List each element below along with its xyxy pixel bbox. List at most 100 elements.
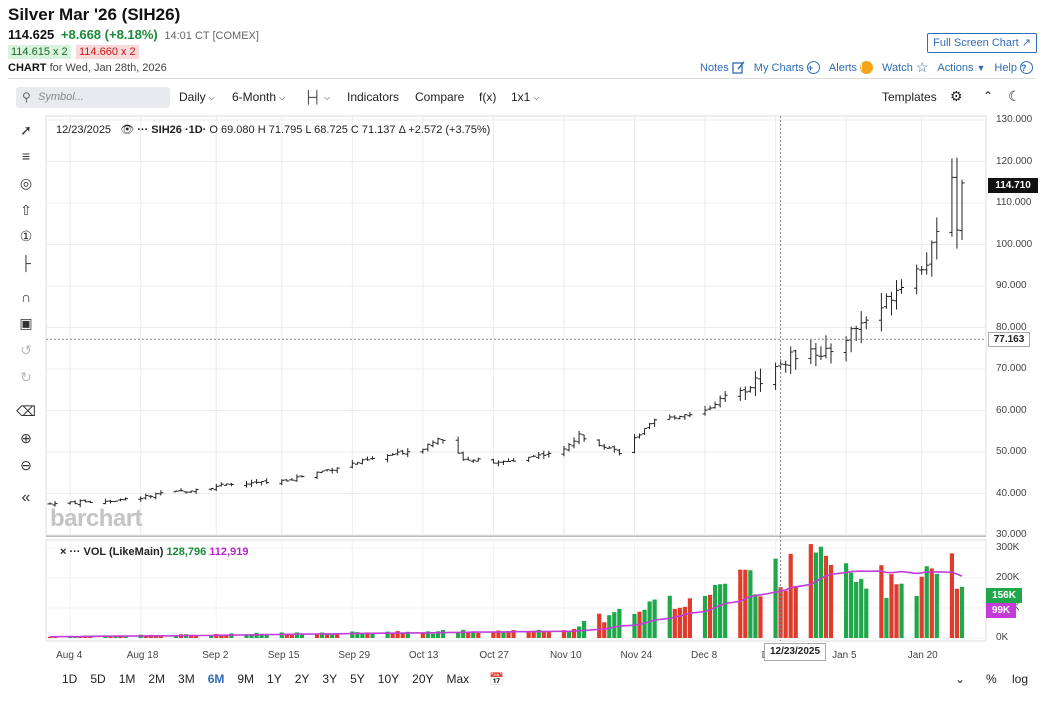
interval-dropdown[interactable]: Daily ⌵ bbox=[179, 90, 215, 104]
volume-bar bbox=[47, 636, 53, 638]
period-max[interactable]: Max bbox=[446, 672, 470, 686]
price-tick-label: 110.000 bbox=[996, 197, 1032, 208]
period-5d[interactable]: 5D bbox=[90, 672, 106, 686]
measure-icon[interactable]: ├ bbox=[21, 255, 31, 271]
eye-icon[interactable]: 👁 bbox=[120, 124, 135, 136]
price-tick-label: 100.000 bbox=[996, 238, 1033, 250]
dark-mode-icon[interactable]: ☾ bbox=[1008, 88, 1021, 104]
volume-bar bbox=[209, 635, 214, 638]
volume-bar bbox=[420, 632, 425, 638]
chart-type-dropdown[interactable]: ├┤ ⌵ bbox=[304, 90, 330, 104]
volume-bar bbox=[350, 631, 355, 638]
magnet-icon[interactable]: ∩ bbox=[20, 289, 32, 305]
volume-bar bbox=[466, 632, 471, 638]
date-tick-label: Jan 5 bbox=[832, 650, 857, 661]
period-2y[interactable]: 2Y bbox=[294, 672, 310, 686]
info-ohlc: O 69.080 H 71.795 L 68.725 C 71.137 Δ +2… bbox=[209, 124, 491, 136]
double-chevron-icon[interactable]: ⌄ bbox=[955, 672, 966, 686]
search-icon: ⚲ bbox=[22, 90, 31, 104]
period-1d[interactable]: 1D bbox=[62, 672, 78, 686]
date-tick-label: Nov 10 bbox=[549, 650, 582, 661]
indicators-button[interactable]: Indicators bbox=[347, 90, 400, 104]
volume-bar bbox=[259, 633, 264, 638]
undo-icon[interactable]: ↺ bbox=[20, 342, 32, 358]
volume-bar bbox=[153, 635, 158, 638]
chart-toolbar: ⚲ Symbol... Daily ⌵ 6-Month ⌵ ├┤ ⌵ Indicato… bbox=[0, 85, 1057, 111]
volume-bar bbox=[652, 599, 657, 638]
period-1m[interactable]: 1M bbox=[118, 672, 136, 686]
watch-link[interactable]: Watch ☆ bbox=[882, 59, 928, 76]
zoom-out-icon[interactable]: ⊖ bbox=[20, 457, 32, 473]
unlock-icon[interactable]: ▣ bbox=[19, 315, 33, 331]
volume-bar bbox=[299, 633, 305, 638]
period-6m[interactable]: 6M bbox=[207, 672, 225, 686]
zoom-in-icon[interactable]: ⊕ bbox=[20, 430, 32, 446]
period-2m[interactable]: 2M bbox=[148, 672, 166, 686]
interval-label: Daily bbox=[179, 90, 206, 104]
star-icon: ☆ bbox=[915, 59, 929, 75]
symbol-search-input[interactable]: ⚲ Symbol... bbox=[16, 87, 170, 108]
volume-bar bbox=[849, 572, 854, 638]
trash-icon[interactable]: ⌫ bbox=[16, 403, 36, 419]
period-5y[interactable]: 5Y bbox=[350, 672, 365, 686]
collapse-icon[interactable]: ⌃ bbox=[983, 89, 994, 103]
gear-icon[interactable]: ⚙ bbox=[950, 88, 963, 104]
fullscreen-button[interactable]: Full Screen Chart ↗ bbox=[927, 33, 1037, 53]
volume-bar bbox=[707, 594, 713, 638]
arrow-icon[interactable]: ⇧ bbox=[20, 202, 32, 218]
fib-icon[interactable]: ≡ bbox=[21, 148, 31, 164]
mycharts-link[interactable]: My Charts + bbox=[754, 59, 820, 76]
volume-tag: 156K bbox=[986, 588, 1022, 603]
log-toggle[interactable]: log bbox=[1012, 672, 1029, 686]
shapes-icon[interactable]: ◎ bbox=[19, 175, 33, 191]
templates-button[interactable]: Templates bbox=[882, 90, 937, 104]
compare-button[interactable]: Compare bbox=[415, 90, 465, 104]
chart-date: for Wed, Jan 28th, 2026 bbox=[49, 62, 167, 74]
fx-button[interactable]: f(x) bbox=[479, 90, 497, 104]
actions-label: Actions bbox=[937, 61, 974, 74]
layout-dropdown[interactable]: 1x1 ⌵ bbox=[511, 90, 539, 104]
period-9m[interactable]: 9M bbox=[237, 672, 255, 686]
alerts-link[interactable]: Alerts ! bbox=[829, 59, 874, 76]
volume-bar bbox=[496, 630, 501, 638]
volume-bar bbox=[440, 629, 446, 638]
trendline-icon[interactable]: ➚ bbox=[20, 122, 32, 138]
help-link[interactable]: Help ? bbox=[994, 59, 1033, 76]
percent-toggle[interactable]: % bbox=[986, 672, 997, 686]
collapse-toolbox-icon[interactable]: « bbox=[21, 489, 31, 506]
volume-tick-label: 0K bbox=[996, 632, 1009, 643]
volume-bar bbox=[682, 606, 687, 638]
period-20y[interactable]: 20Y bbox=[412, 672, 434, 686]
price-tick-label: 130.000 bbox=[996, 114, 1033, 125]
external-link-icon: ↗ bbox=[1021, 37, 1031, 49]
volume-bar bbox=[425, 631, 431, 638]
range-dropdown[interactable]: 6-Month ⌵ bbox=[232, 90, 285, 104]
price-tick-label: 80.000 bbox=[996, 321, 1027, 333]
period-3m[interactable]: 3M bbox=[178, 672, 195, 686]
volume-bar bbox=[501, 632, 506, 638]
volume-bar bbox=[879, 565, 884, 638]
redo-icon[interactable]: ↻ bbox=[20, 369, 32, 385]
price-bars bbox=[47, 157, 965, 508]
volume-bar bbox=[773, 558, 778, 638]
notes-link[interactable]: Notes bbox=[700, 59, 745, 76]
fullscreen-label: Full Screen Chart bbox=[933, 37, 1019, 49]
chevron-down-icon: ⌵ bbox=[324, 93, 331, 102]
volume-bar bbox=[884, 597, 889, 638]
calendar-icon[interactable]: 📅 bbox=[489, 672, 504, 686]
period-1y[interactable]: 1Y bbox=[267, 672, 282, 686]
period-10y[interactable]: 10Y bbox=[377, 672, 400, 686]
ohlc-info: 12/23/2025 👁 ··· SIH26 ·1D· O 69.080 H 7… bbox=[56, 123, 490, 136]
volume-bar bbox=[959, 586, 965, 638]
actions-link[interactable]: Actions ▼ bbox=[937, 59, 985, 76]
volume-bar bbox=[123, 635, 128, 638]
volume-bar bbox=[723, 583, 728, 638]
annotation-icon[interactable]: ① bbox=[19, 228, 33, 244]
barchart-logo: barchart bbox=[50, 505, 143, 532]
period-3y[interactable]: 3Y bbox=[322, 672, 338, 686]
chart-label: CHART bbox=[8, 62, 47, 74]
divider bbox=[8, 78, 1035, 79]
volume-bar bbox=[894, 584, 899, 638]
volume-bar bbox=[360, 633, 365, 638]
